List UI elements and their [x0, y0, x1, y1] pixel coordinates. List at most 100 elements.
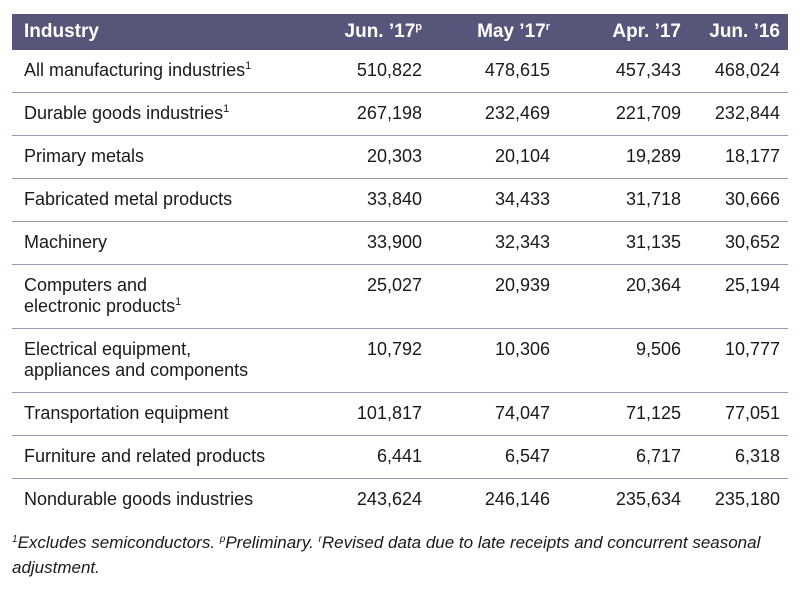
industry-name: Furniture and related products — [24, 446, 266, 466]
industry-name-cell: Nondurable goods industries — [12, 479, 308, 522]
value: 31,135 — [625, 232, 681, 252]
value-cell: 510,822 — [308, 50, 422, 93]
value-cell: 71,125 — [550, 392, 681, 436]
preliminary-mark: p — [415, 21, 422, 33]
value: 20,303 — [366, 146, 422, 166]
industry-name-cell: All manufacturing industries1 — [12, 50, 308, 93]
value-cell: 6,717 — [550, 435, 681, 479]
value: 478,615 — [484, 60, 550, 80]
value-cell: 243,624 — [308, 479, 422, 522]
industry-name: Nondurable goods industries — [24, 489, 254, 509]
industry-name-cell: Furniture and related products — [12, 435, 308, 479]
table-row: Computers and electronic products1 25,027 2… — [12, 264, 788, 329]
value-cell: 20,939 — [422, 264, 550, 329]
value: 6,717 — [635, 446, 681, 466]
value-cell: 235,634 — [550, 479, 681, 522]
industry-name-cell: Durable goods industries1 — [12, 92, 308, 136]
value: 235,634 — [615, 489, 681, 509]
value-cell: 20,303 — [308, 135, 422, 179]
value-cell: 10,792 — [308, 328, 422, 393]
value: 30,652 — [724, 232, 780, 252]
value: 457,343 — [615, 60, 681, 80]
value-cell: 232,469 — [422, 92, 550, 136]
industry-name: Transportation equipment — [24, 403, 229, 423]
value-cell: 246,146 — [422, 479, 550, 522]
value: 101,817 — [356, 403, 422, 423]
header-row: Industry Jun. ’17p May ’17r Apr. ’17 Jun… — [12, 14, 788, 50]
value-cell: 20,104 — [422, 135, 550, 179]
value: 232,844 — [714, 103, 780, 123]
industry-name-cell: Electrical equipment, appliances and comp… — [12, 328, 308, 393]
value: 25,027 — [366, 275, 422, 295]
value-cell: 31,135 — [550, 221, 681, 265]
value: 30,666 — [724, 189, 780, 209]
industry-name: Durable goods industries — [24, 103, 224, 123]
value-cell: 30,652 — [681, 221, 788, 265]
value-cell: 20,364 — [550, 264, 681, 329]
industry-name-cell: Fabricated metal products — [12, 178, 308, 222]
value: 468,024 — [714, 60, 780, 80]
footnote: 1Excludes semiconductors. pPreliminary. … — [12, 533, 761, 577]
value-cell: 6,441 — [308, 435, 422, 479]
value: 221,709 — [615, 103, 681, 123]
footnote-mark: 1 — [245, 60, 252, 72]
value: 235,180 — [714, 489, 780, 509]
value-cell: 33,900 — [308, 221, 422, 265]
value: 243,624 — [356, 489, 422, 509]
value: 10,306 — [494, 339, 550, 359]
table-row: Nondurable goods industries 243,624 246,14… — [12, 479, 788, 522]
value: 232,469 — [484, 103, 550, 123]
value: 510,822 — [356, 60, 422, 80]
value: 74,047 — [494, 403, 550, 423]
industry-name-line2: electronic products — [24, 296, 176, 316]
value: 34,433 — [494, 189, 550, 209]
value-cell: 18,177 — [681, 135, 788, 179]
table-body: All manufacturing industries1 510,822 478,… — [12, 50, 788, 521]
value: 25,194 — [724, 275, 780, 295]
table-row: Machinery 33,900 32,343 31,135 30,652 — [12, 221, 788, 265]
value: 20,939 — [494, 275, 550, 295]
header-jun-17: Jun. ’17p — [344, 21, 422, 42]
industry-name-cell: Machinery — [12, 221, 308, 265]
industry-name-cell: Computers and electronic products1 — [12, 264, 308, 329]
industry-name-cell: Primary metals — [12, 135, 308, 179]
footnote-mark: 1 — [223, 103, 230, 115]
industry-name: Machinery — [24, 232, 108, 252]
industry-name: Fabricated metal products — [24, 189, 233, 209]
value-cell: 77,051 — [681, 392, 788, 436]
table-header: Industry Jun. ’17p May ’17r Apr. ’17 Jun… — [12, 14, 788, 50]
industry-name: Primary metals — [24, 146, 145, 166]
value-cell: 10,306 — [422, 328, 550, 393]
value: 6,441 — [376, 446, 422, 466]
value-cell: 30,666 — [681, 178, 788, 222]
value: 6,318 — [734, 446, 780, 466]
value: 32,343 — [494, 232, 550, 252]
header-apr-17: Apr. ’17 — [612, 21, 681, 42]
industry-name-cell: Transportation equipment — [12, 392, 308, 436]
value: 267,198 — [356, 103, 422, 123]
value-cell: 101,817 — [308, 392, 422, 436]
table-row: All manufacturing industries1 510,822 478,… — [12, 50, 788, 93]
value-cell: 6,547 — [422, 435, 550, 479]
value: 71,125 — [625, 403, 681, 423]
header-industry: Industry — [24, 21, 99, 42]
value: 246,146 — [484, 489, 550, 509]
industry-name: Computers and — [24, 275, 148, 295]
value-cell: 34,433 — [422, 178, 550, 222]
value-cell: 31,718 — [550, 178, 681, 222]
value-cell: 32,343 — [422, 221, 550, 265]
industry-table: Industry Jun. ’17p May ’17r Apr. ’17 Jun… — [12, 14, 788, 521]
value-cell: 25,027 — [308, 264, 422, 329]
table-row: Transportation equipment 101,817 74,047 71,… — [12, 392, 788, 436]
value-cell: 25,194 — [681, 264, 788, 329]
value-cell: 19,289 — [550, 135, 681, 179]
industry-table-container: Industry Jun. ’17p May ’17r Apr. ’17 Jun… — [12, 14, 788, 521]
industry-name: All manufacturing industries — [24, 60, 246, 80]
value-cell: 457,343 — [550, 50, 681, 93]
value-cell: 10,777 — [681, 328, 788, 393]
value: 9,506 — [635, 339, 681, 359]
table-row: Electrical equipment, appliances and comp… — [12, 328, 788, 393]
value-cell: 468,024 — [681, 50, 788, 93]
value-cell: 267,198 — [308, 92, 422, 136]
value-cell: 221,709 — [550, 92, 681, 136]
